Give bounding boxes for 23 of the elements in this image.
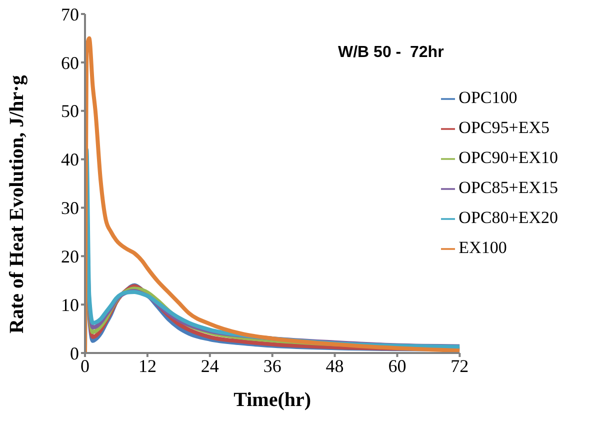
legend-label: OPC80+EX20 [458,208,558,227]
y-tick-label: 60 [61,52,79,73]
x-tick-label: 12 [138,356,156,376]
text: W/B 50 - 72hr [338,44,444,62]
legend-label: OPC100 [458,88,518,107]
x-tick-label: 36 [263,356,282,376]
legend-label: OPC85+EX15 [458,178,558,197]
x-axis-title: Time(hr) [234,389,312,411]
y-tick-label: 20 [61,246,79,267]
y-tick-label: 70 [61,4,79,24]
y-tick-label: 50 [61,101,79,122]
y-tick-label: 40 [61,150,79,170]
y-tick-label: 30 [61,198,79,218]
y-axis-title: Rate of Heat Evolution, J/hr·g [6,75,28,334]
legend-label: OPC90+EX10 [458,148,558,167]
x-tick-label: 48 [326,356,344,376]
legend-label: OPC95+EX5 [458,118,550,137]
y-tick-label: 0 [70,343,79,364]
x-tick-label: 72 [450,356,469,376]
x-tick-label: 60 [388,356,406,376]
x-tick-label: 24 [200,356,219,376]
y-tick-label: 10 [61,294,79,315]
legend-label: EX100 [458,238,507,257]
